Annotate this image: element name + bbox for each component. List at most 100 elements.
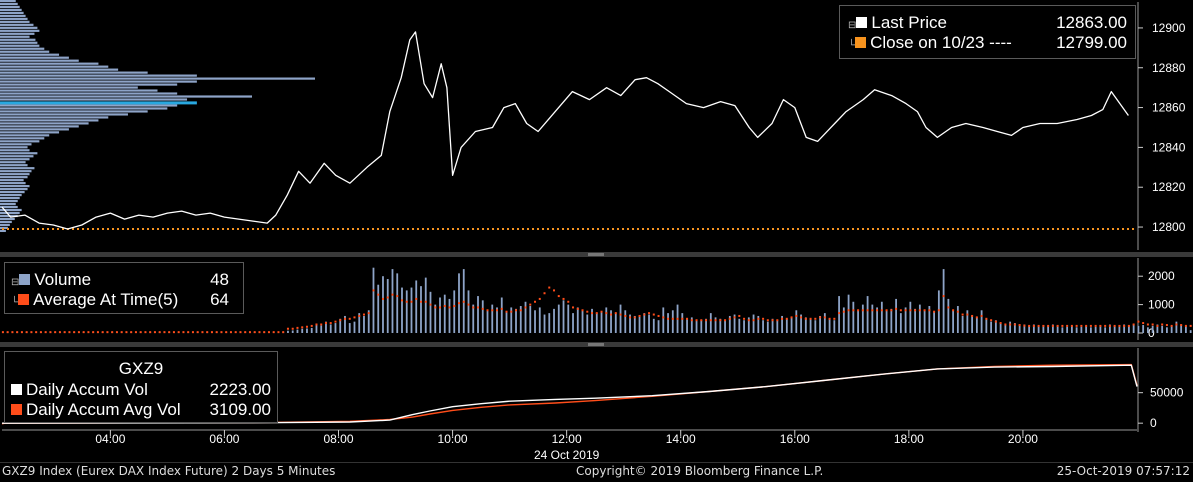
profile-bar [0,77,315,80]
volume-bar [1156,324,1159,333]
volume-avg-point [438,306,441,309]
volume-avg-point [800,316,803,319]
volume-avg-point [267,331,270,334]
volume-avg-point [367,312,370,315]
volume-bar [795,310,798,333]
volume-avg-point [681,317,684,320]
volume-avg-point [1118,324,1121,327]
volume-bar [386,279,389,333]
volume-bar [695,320,698,333]
time-tick-label: 16:00 [780,432,810,446]
volume-avg-point [320,323,323,326]
volume-avg-point [158,331,161,334]
volume-avg-point [928,309,931,312]
volume-avg-point [1089,324,1092,327]
volume-bar [724,320,726,333]
volume-avg-point [880,309,883,312]
volume-avg-point [676,317,679,320]
volume-bar [814,320,817,333]
profile-bar [0,59,79,62]
volume-avg-point [548,286,551,289]
volume-bar [496,307,498,333]
volume-avg-point [657,314,660,317]
volume-avg-point [429,303,432,306]
volume-avg-point [239,331,242,334]
time-tick-label: 06:00 [209,432,239,446]
volume-avg-point [795,314,798,317]
volume-bar [543,314,546,333]
volume-bar [752,314,755,333]
last-price-legend-item: ⊟ Last Price [848,13,947,36]
profile-bar [0,173,30,176]
volume-bar [1047,325,1050,333]
price-tick-label: 12900 [1152,21,1186,35]
volume-avg-point [305,325,308,328]
volume-bar [880,301,883,333]
volume-avg-point [68,331,71,334]
profile-bar [0,38,36,41]
volume-avg-point [182,331,185,334]
volume-avg-point [348,317,351,320]
profile-bar [0,220,12,224]
volume-bar [534,310,536,333]
volume-bar [415,280,418,333]
volume-avg-point [785,317,788,320]
volume-avg-point [400,299,403,302]
volume-avg-point [847,309,850,312]
volume-bar [890,308,893,333]
volume-avg-point [73,331,76,334]
volume-bar [553,308,555,333]
volume-bar [994,320,997,333]
volume-swatch [19,274,31,285]
volume-avg-point [163,331,166,334]
tree-toggle-icon[interactable]: ⊟ [848,20,857,31]
volume-bar [600,311,603,333]
profile-bar [0,68,119,71]
volume-avg-point [1037,324,1040,327]
volume-avg-point [191,331,194,334]
volume-bar [928,306,931,333]
volume-avg-point [990,319,993,322]
profile-bar [0,5,20,9]
volume-bar [339,318,342,333]
profile-bar [0,89,158,92]
profile-bar [0,86,138,89]
volume-bar [657,320,660,333]
volume-label: Volume [34,270,92,289]
volume-bar [610,310,612,333]
volume-avg-point [662,316,665,319]
volume-bar [410,287,413,333]
volume-avg-point [229,331,232,334]
volume-avg-point [619,313,622,316]
volume-avg-point [833,317,836,320]
volume-avg-point [1170,324,1173,327]
volume-avg-point [638,314,641,317]
volume-bar [804,317,807,333]
profile-bar [0,190,25,194]
time-axis: 04:00 06:00 08:00 10:00 12:00 14:00 16:00 18:00… [2,429,1137,462]
tree-branch-icon: └ [11,297,19,308]
volume-bar [1113,325,1116,333]
volume-bar [472,304,475,333]
tree-toggle-icon[interactable]: ⊟ [11,277,20,288]
volume-avg-point [286,327,289,330]
volume-avg-point [467,303,470,306]
volume-bar [914,308,916,333]
volume-avg-point [391,293,394,296]
profile-bar [0,170,32,173]
volume-bar [424,277,427,333]
volume-avg-point [11,331,14,334]
volume-bar [1132,324,1135,333]
profile-bar [0,113,128,116]
price-volume-separator-grip [588,253,604,256]
volume-avg-point [719,319,722,322]
volume-bar [519,306,522,333]
volume-bar [391,269,394,333]
volume-bar [686,318,688,333]
accum-legend: GXZ9 Daily Accum Vol 2223.00 Daily Accum… [4,351,278,423]
last-price-line [1,31,1129,230]
volume-bar [776,320,779,333]
volume-avg-point [215,331,218,334]
volume-avg-point [1085,324,1088,327]
volume-bar [510,307,513,333]
